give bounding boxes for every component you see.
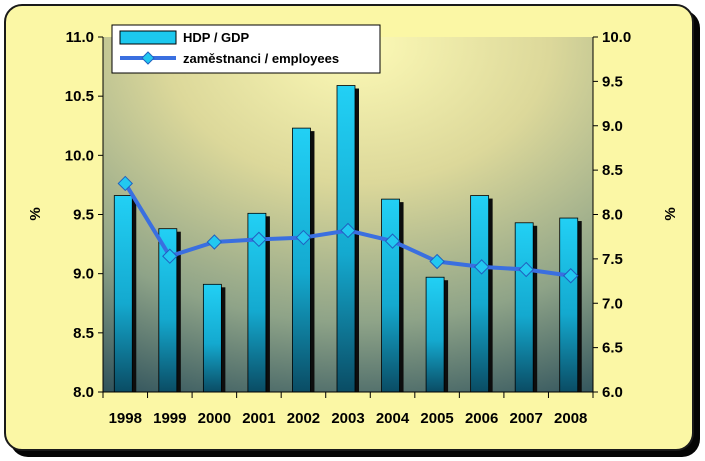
y-right-tick-label: 8.5 bbox=[602, 162, 623, 179]
x-tick-label: 1998 bbox=[109, 410, 142, 427]
y-left-tick-label: 9.0 bbox=[73, 266, 94, 283]
x-tick-label: 2006 bbox=[465, 410, 498, 427]
bar-2004 bbox=[381, 198, 400, 393]
bar-2007 bbox=[514, 222, 534, 393]
bar-2008 bbox=[559, 217, 579, 393]
y-right-tick-label: 9.0 bbox=[602, 118, 623, 135]
bar-2005 bbox=[425, 276, 445, 393]
y-right-tick-label: 7.5 bbox=[602, 251, 623, 268]
y-right-tick-label: 9.5 bbox=[602, 73, 623, 90]
bar-2002 bbox=[292, 127, 311, 393]
employees-point-2008 bbox=[563, 268, 579, 284]
y-axis-right-title: % bbox=[662, 207, 679, 220]
x-tick-label: 2008 bbox=[554, 410, 587, 427]
y-right-tick-label: 6.5 bbox=[602, 340, 623, 357]
legend: HDP / GDP zaměstnanci / employees bbox=[111, 24, 381, 74]
employees-point-2007 bbox=[518, 261, 534, 278]
bar-2006 bbox=[470, 195, 490, 393]
x-tick-label: 2002 bbox=[287, 410, 320, 427]
employees-point-2003 bbox=[340, 222, 356, 239]
y-right-tick-label: 6.0 bbox=[602, 384, 623, 401]
bar-2000 bbox=[202, 283, 222, 393]
employees-point-2000 bbox=[206, 234, 223, 250]
y-right-tick-label: 7.0 bbox=[602, 295, 623, 312]
bar-1998 bbox=[113, 195, 133, 393]
bar-2003 bbox=[336, 85, 356, 393]
y-left-tick-label: 9.5 bbox=[73, 207, 94, 224]
line-diamond-icon bbox=[120, 51, 176, 65]
employees-point-2004 bbox=[384, 233, 401, 249]
x-tick-label: 2004 bbox=[376, 410, 410, 427]
employees-point-2001 bbox=[251, 231, 267, 248]
employees-point-2005 bbox=[429, 253, 445, 270]
employees-point-2006 bbox=[473, 259, 490, 275]
x-tick-label: 2003 bbox=[331, 410, 364, 427]
legend-label-employees: zaměstnanci / employees bbox=[183, 51, 339, 66]
y-axis-left-title: % bbox=[27, 207, 44, 220]
x-tick-label: 2000 bbox=[198, 410, 231, 427]
x-tick-label: 2001 bbox=[242, 410, 275, 427]
x-tick-label: 1999 bbox=[153, 410, 186, 427]
y-left-tick-label: 8.5 bbox=[73, 325, 94, 342]
y-left-tick-label: 10.0 bbox=[65, 147, 94, 164]
y-left-tick-label: 8.0 bbox=[73, 384, 94, 401]
x-tick-label: 2007 bbox=[509, 410, 542, 427]
bar-swatch-icon bbox=[119, 30, 177, 45]
legend-label-gdp: HDP / GDP bbox=[183, 30, 250, 45]
employees-point-1998 bbox=[117, 175, 133, 192]
employees-point-2002 bbox=[295, 229, 312, 246]
y-left-tick-label: 11.0 bbox=[66, 29, 94, 46]
x-tick-label: 2005 bbox=[420, 410, 453, 427]
y-right-tick-label: 8.0 bbox=[602, 207, 623, 224]
y-right-tick-label: 10.0 bbox=[602, 29, 631, 46]
y-left-tick-label: 10.5 bbox=[65, 88, 94, 105]
employees-point-1999 bbox=[162, 248, 178, 264]
